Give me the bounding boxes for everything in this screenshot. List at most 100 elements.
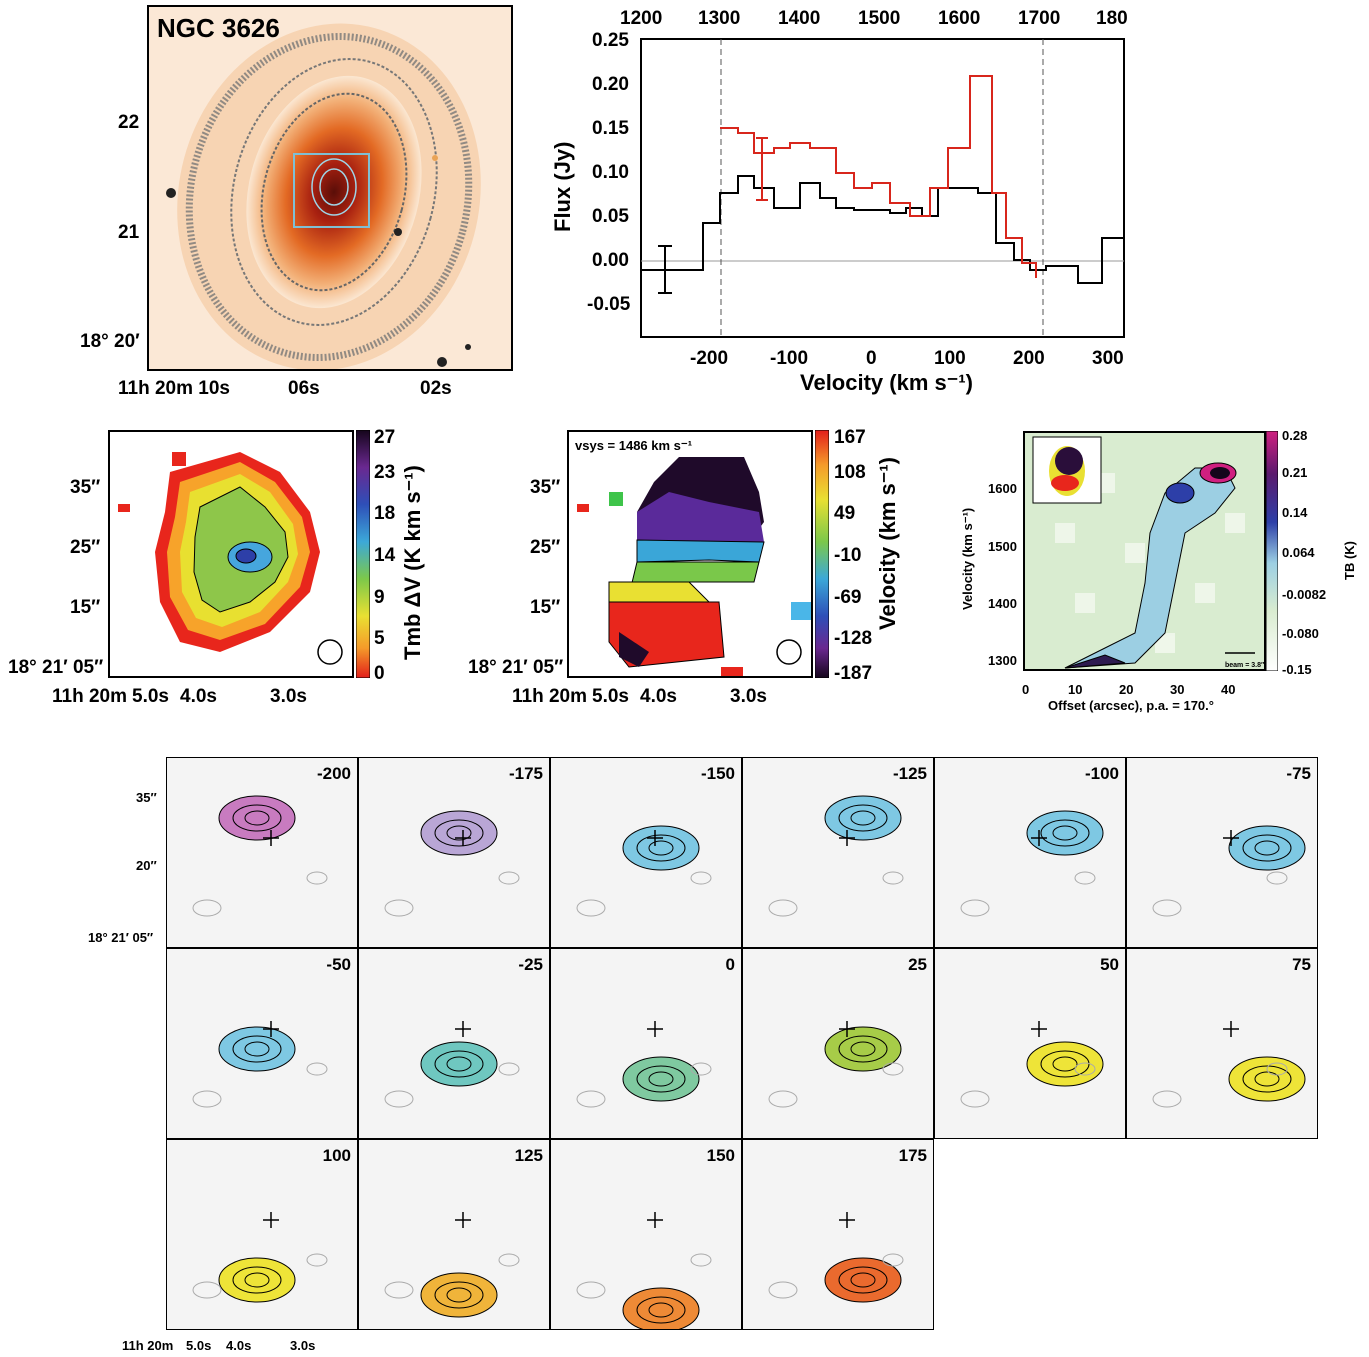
mom0-cbar-tick: 23 <box>374 462 396 483</box>
pv-x-tick: 40 <box>1221 682 1236 697</box>
pv-y-tick: 1300 <box>988 653 1017 668</box>
channel-velocity-label: -100 <box>1084 764 1119 783</box>
pv-cbar-tick: -0.15 <box>1282 662 1312 677</box>
channel-dec-tick: 20″ <box>136 858 157 873</box>
pv-y-tick: 1600 <box>988 481 1017 496</box>
spectrum-x-tick: -100 <box>770 348 809 369</box>
spectrum-x-tick-top: 1200 <box>620 8 663 29</box>
spectrum-x-tick: 200 <box>1013 348 1045 369</box>
mom1-dec-tick: 35″ <box>530 477 561 498</box>
mom0-cbar-label: Tmb ΔV (K km s⁻¹) <box>400 465 425 660</box>
mom1-dec-tick: 15″ <box>530 597 561 618</box>
mom1-cbar-label: Velocity (km s⁻¹) <box>875 456 900 630</box>
mom1-cbar-tick: 167 <box>834 427 866 448</box>
pv-cbar-tick: 0.28 <box>1282 428 1308 443</box>
mom1-ra-tick: 3.0s <box>730 686 767 707</box>
spectrum-plot <box>640 38 1125 338</box>
channel-map: -50 <box>166 948 358 1139</box>
spectrum-x-tick-top: 1300 <box>698 8 741 29</box>
mom1-cbar-tick: -69 <box>834 587 862 608</box>
channel-map: -25 <box>358 948 550 1139</box>
channel-velocity-label: -25 <box>518 955 543 974</box>
mom0-ra-tick: 11h 20m <box>52 686 127 707</box>
channel-map: -125 <box>742 757 934 948</box>
channel-map: -175 <box>358 757 550 948</box>
pv-cbar-tick: -0.080 <box>1282 626 1319 641</box>
mom1-map: vsys = 1486 km s⁻¹ <box>569 432 811 676</box>
mom1-ra-tick: 11h 20m <box>512 686 587 707</box>
channel-ra-tick: 3.0s <box>290 1338 316 1353</box>
mom1-cbar-tick: 49 <box>834 503 856 524</box>
pv-colorbar <box>1266 431 1278 671</box>
channel-map: -150 <box>550 757 742 948</box>
optical-ra-tick: 02s <box>420 378 452 399</box>
channel-velocity-label: -75 <box>1286 764 1311 783</box>
pv-cbar-label: TB (K) <box>1342 541 1357 580</box>
channel-dec-tick: 18° 21′ 05″ <box>88 930 154 945</box>
optical-dec-tick: 18° 20′ <box>80 331 140 352</box>
mom1-cbar-tick: -128 <box>834 628 873 649</box>
channel-map: 50 <box>934 948 1126 1139</box>
spectrum-ylabel: Flux (Jy) <box>550 141 575 232</box>
channel-velocity-label: -125 <box>892 764 927 783</box>
mom1-colorbar <box>815 430 829 678</box>
mom1-cbar-tick: -10 <box>834 545 862 566</box>
pv-cbar-tick: -0.0082 <box>1282 587 1327 602</box>
spectrum-y-tick: 0.25 <box>592 30 629 51</box>
mom0-cbar-tick: 18 <box>374 503 396 524</box>
pv-xlabel: Offset (arcsec), p.a. = 170.° <box>1048 698 1214 713</box>
channel-map: -200 <box>166 757 358 948</box>
mom1-dec-tick: 18° 21′ 05″ <box>468 657 564 678</box>
optical-image <box>149 7 511 369</box>
spectrum-y-tick: 0.20 <box>592 74 629 95</box>
channel-velocity-label: -175 <box>508 764 543 783</box>
mom0-cbar-tick: 5 <box>374 628 385 649</box>
channel-ra-tick: 11h 20m <box>122 1338 174 1353</box>
spectrum-red-line <box>720 75 1037 278</box>
channel-velocity-label: 100 <box>322 1146 351 1165</box>
channel-map: 175 <box>742 1139 934 1330</box>
channel-map: 100 <box>166 1139 358 1330</box>
mom1-cbar-tick: -187 <box>834 663 873 684</box>
spectrum-y-tick: 0.00 <box>592 250 629 271</box>
mom1-cbar-tick: 108 <box>834 462 866 483</box>
optical-ra-tick: 11h 20m 10s <box>118 378 230 399</box>
mom0-map-panel <box>108 430 354 678</box>
channel-map: 75 <box>1126 948 1318 1139</box>
spectrum-x-tick-top: 1500 <box>858 8 901 29</box>
mom1-dec-tick: 25″ <box>530 537 561 558</box>
channel-map: -100 <box>934 757 1126 948</box>
spectrum-xlabel: Velocity (km s⁻¹) <box>800 370 974 395</box>
channel-velocity-label: 0 <box>725 955 735 974</box>
mom0-cbar-tick: 14 <box>374 545 396 566</box>
spectrum-x-tick-top: 1400 <box>778 8 821 29</box>
mom1-ra-tick: 4.0s <box>640 686 677 707</box>
pv-cbar-tick: 0.21 <box>1282 465 1308 480</box>
spectrum-x-tick: 300 <box>1092 348 1124 369</box>
mom0-dec-tick: 35″ <box>70 477 101 498</box>
pv-y-tick: 1400 <box>988 596 1017 611</box>
pv-x-tick: 10 <box>1068 682 1083 697</box>
channel-velocity-label: -150 <box>700 764 735 783</box>
pv-ylabel: Velocity (km s⁻¹) <box>960 507 975 610</box>
channel-ra-tick: 5.0s <box>186 1338 212 1353</box>
mom1-ra-tick: 5.0s <box>592 686 629 707</box>
channel-velocity-label: -200 <box>316 764 351 783</box>
channel-velocity-label: 25 <box>908 955 927 974</box>
optical-dec-tick: 22 <box>118 112 140 133</box>
pv-x-tick: 30 <box>1170 682 1185 697</box>
channel-map: 150 <box>550 1139 742 1330</box>
mom0-colorbar <box>356 430 370 678</box>
spectrum-x-tick-top: 1600 <box>938 8 981 29</box>
mom0-ra-tick: 4.0s <box>180 686 217 707</box>
channel-velocity-label: 75 <box>1292 955 1311 974</box>
pv-diagram-panel: beam = 3.8″ <box>1023 431 1266 671</box>
channel-ra-tick: 4.0s <box>226 1338 252 1353</box>
optical-dec-tick: 21 <box>118 222 140 243</box>
mom1-vsys-annotation: vsys = 1486 km s⁻¹ <box>575 438 692 453</box>
channel-velocity-label: 150 <box>706 1146 735 1165</box>
mom0-ra-tick: 3.0s <box>270 686 307 707</box>
spectrum-x-tick-top: 1700 <box>1018 8 1061 29</box>
channel-map: 125 <box>358 1139 550 1330</box>
mom0-dec-tick: 15″ <box>70 597 101 618</box>
